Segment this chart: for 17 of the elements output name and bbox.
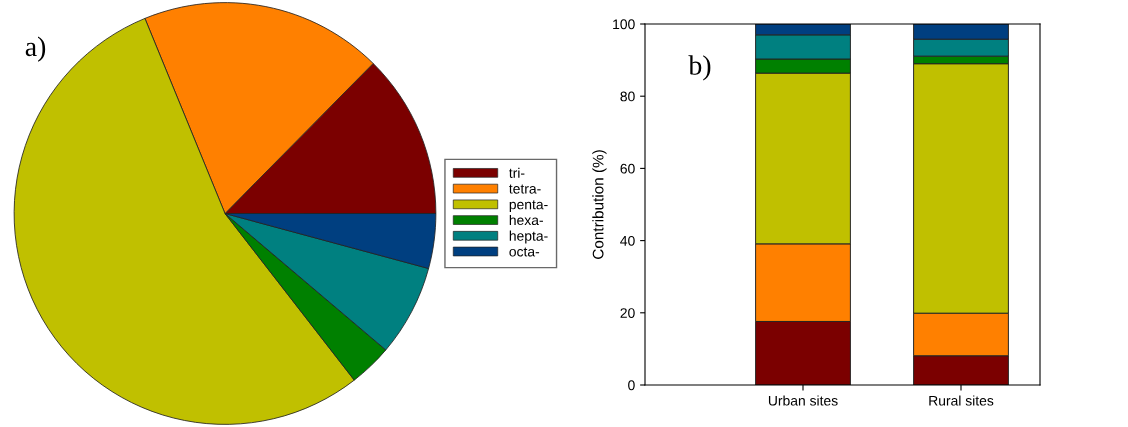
y-axis-title: Contribution (%) [592,150,607,259]
y-tick-label: 40 [620,235,635,246]
legend-label: penta- [509,200,548,213]
x-tick-label: Urban sites [768,395,838,406]
legend-label: octa- [509,247,540,257]
legend-label: tetra- [509,184,541,194]
y-tick-label: 20 [620,308,635,318]
y-tick-label: 0 [628,380,635,391]
legend-label: hexa- [509,214,543,226]
y-tick-label: 100 [613,19,635,30]
y-tick-label: 80 [620,91,635,102]
text: a) [25,36,46,62]
legend-label: tri- [509,167,525,178]
legend-label: hepta- [509,230,548,244]
y-tick-label: 60 [620,163,635,174]
x-tick-label: Rural sites [929,395,994,406]
annotation: b) [688,55,711,81]
